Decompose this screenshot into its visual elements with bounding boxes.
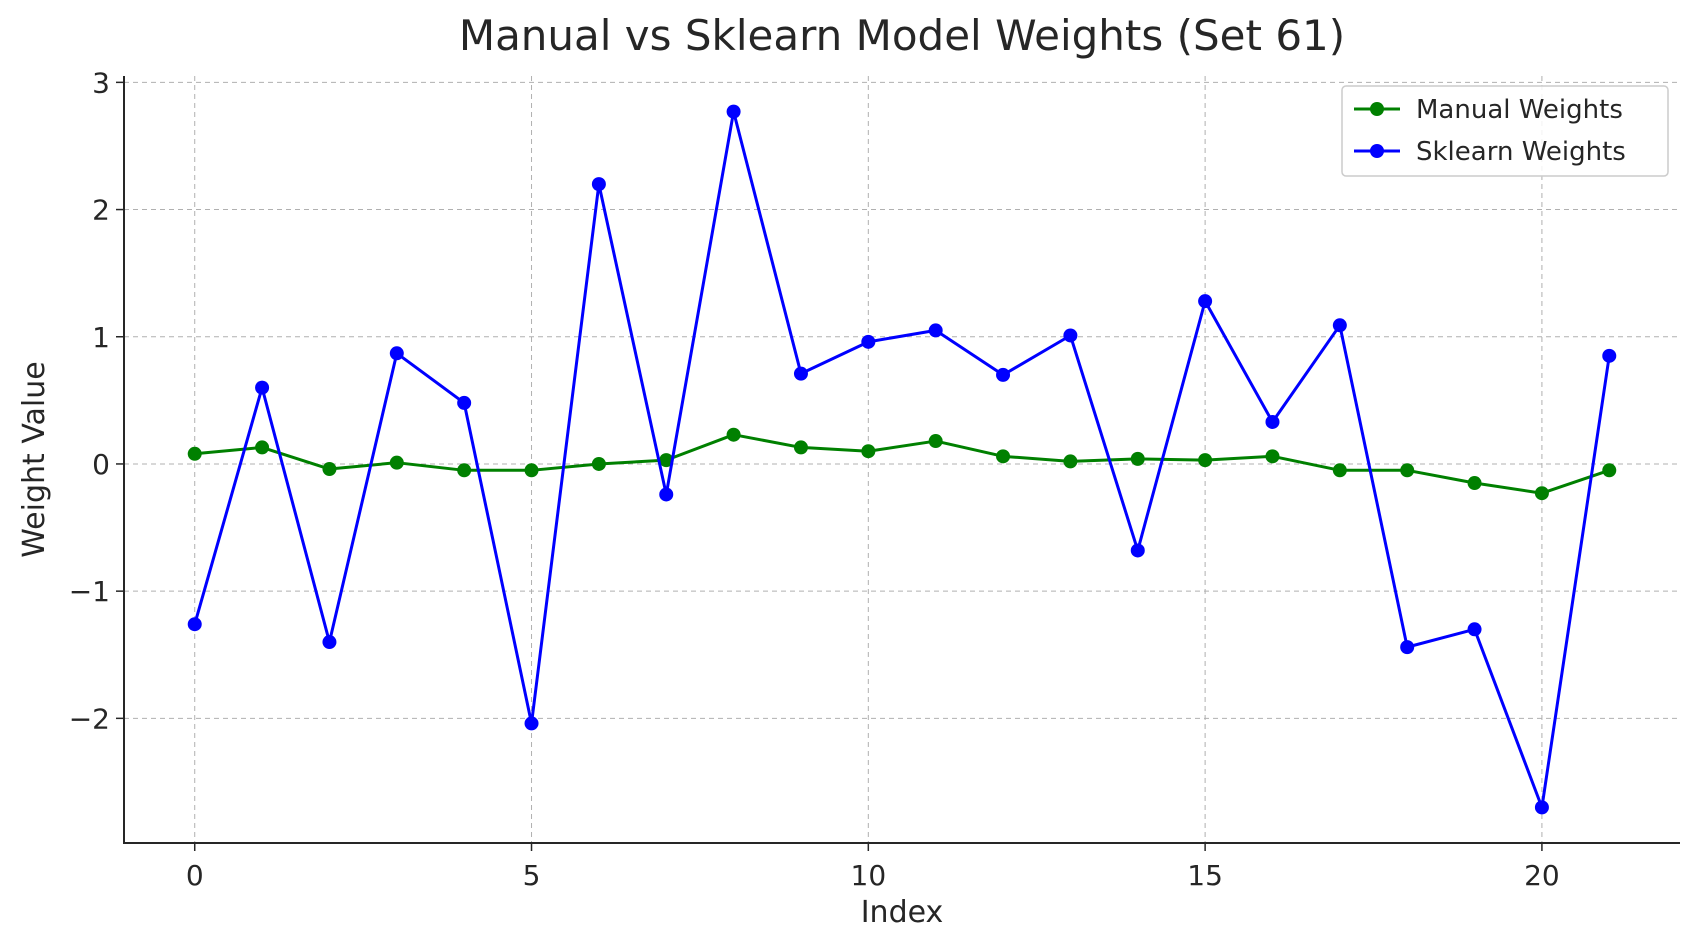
data-point — [996, 449, 1011, 464]
data-point — [322, 635, 337, 650]
x-tick-label: 15 — [1187, 859, 1223, 892]
grid — [124, 76, 1680, 843]
data-point — [793, 366, 808, 381]
y-tick-label: 3 — [92, 66, 110, 99]
data-point — [457, 395, 472, 410]
x-tick-label: 5 — [523, 859, 541, 892]
data-point — [1400, 463, 1415, 478]
x-tick-label: 20 — [1524, 859, 1560, 892]
data-point — [1467, 622, 1482, 637]
data-point — [861, 444, 876, 459]
data-point — [1265, 449, 1280, 464]
legend-box — [1341, 85, 1669, 177]
x-axis-ticks: 0 5 10 15 20 — [186, 843, 1560, 892]
data-point — [1602, 348, 1617, 363]
series-line — [194, 433, 1610, 495]
x-axis-title: Index — [861, 895, 944, 930]
x-tick-label: 10 — [851, 859, 887, 892]
data-point — [524, 716, 539, 731]
y-tick-label: −2 — [69, 702, 110, 735]
axis-spines — [123, 76, 1680, 844]
y-tick-label: 0 — [92, 448, 110, 481]
series-layer — [187, 104, 1617, 815]
series-sklearn-weights — [187, 104, 1617, 815]
data-point — [793, 440, 808, 455]
x-tick-label: 0 — [186, 859, 204, 892]
data-point — [861, 334, 876, 349]
data-point — [1332, 463, 1347, 478]
y-axis-title: Weight Value — [17, 361, 52, 557]
y-tick-label: 2 — [92, 194, 110, 227]
data-point — [1198, 294, 1213, 309]
data-point — [659, 453, 674, 468]
data-point — [187, 446, 202, 461]
data-point — [928, 323, 943, 338]
data-point — [1534, 486, 1549, 501]
legend-marker — [1370, 144, 1384, 158]
data-point — [1332, 318, 1347, 333]
data-point — [591, 177, 606, 192]
series-line — [193, 110, 1611, 809]
data-point — [255, 380, 270, 395]
data-point — [1198, 453, 1213, 468]
data-point — [928, 434, 943, 449]
y-tick-label: 1 — [92, 321, 110, 354]
data-point — [457, 463, 472, 478]
data-point — [726, 427, 741, 442]
data-point — [1130, 543, 1145, 558]
data-point — [1467, 476, 1482, 491]
data-point — [1265, 414, 1280, 429]
data-point — [591, 456, 606, 471]
series-manual-weights — [187, 427, 1617, 501]
legend-label: Sklearn Weights — [1416, 137, 1626, 167]
data-point — [1130, 451, 1145, 466]
data-point — [1534, 800, 1549, 815]
data-point — [1400, 640, 1415, 655]
y-axis-ticks: −2 −1 0 1 2 3 — [69, 66, 124, 735]
data-point — [1063, 328, 1078, 343]
data-point — [389, 455, 404, 470]
data-point — [996, 367, 1011, 382]
legend-marker — [1370, 102, 1384, 116]
legend-label: Manual Weights — [1416, 95, 1623, 125]
y-tick-label: −1 — [69, 575, 110, 608]
axes — [123, 76, 1680, 844]
data-point — [187, 617, 202, 632]
legend: Manual Weights Sklearn Weights — [1341, 85, 1669, 177]
legend-item: Sklearn Weights — [1354, 137, 1626, 167]
data-point — [726, 104, 741, 119]
data-point — [1602, 463, 1617, 478]
chart-title: Manual vs Sklearn Model Weights (Set 61) — [459, 11, 1345, 60]
data-point — [389, 346, 404, 361]
legend-item: Manual Weights — [1354, 95, 1623, 125]
data-point — [1063, 454, 1078, 469]
data-point — [524, 463, 539, 478]
data-point — [322, 462, 337, 477]
data-point — [255, 440, 270, 455]
data-point — [659, 487, 674, 502]
